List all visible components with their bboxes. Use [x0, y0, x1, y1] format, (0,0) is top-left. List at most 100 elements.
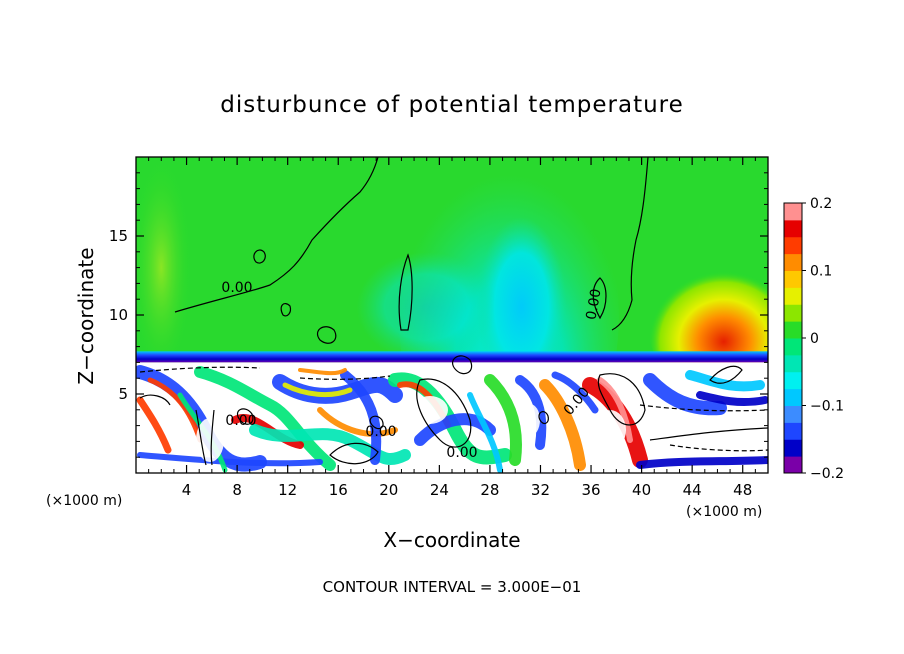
contour-line	[236, 408, 254, 425]
turbulent-streak	[388, 372, 512, 465]
x-tick-label: 12	[278, 481, 297, 499]
white-core	[520, 404, 540, 436]
colorbar: 0.2 0.1 0 −0.1 −0.2	[783, 196, 844, 482]
x-tick-label: 4	[182, 481, 192, 499]
contour-line	[316, 326, 337, 344]
white-core	[594, 410, 626, 450]
turbulent-streak	[636, 456, 768, 469]
turbulent-streak	[467, 392, 503, 473]
heatmap-field: 0.00 0.000.000.000.000.00	[136, 157, 768, 473]
turbulent-streak	[282, 382, 353, 397]
contour-line	[174, 157, 379, 313]
contour-line	[416, 378, 472, 448]
contour-lines: 0.00 0.000.000.000.000.00	[139, 157, 768, 466]
turbulent-streak	[582, 377, 648, 468]
colorbar-swatch	[784, 253, 802, 271]
turbulent-streak	[147, 377, 203, 443]
contour-line	[611, 299, 633, 331]
contour-line	[139, 394, 171, 406]
contour-line	[398, 253, 413, 331]
contour-line	[649, 427, 768, 441]
colorbar-tick-label: −0.2	[810, 466, 844, 482]
turbulent-streak	[597, 377, 633, 443]
contour-line	[597, 373, 646, 426]
turbulent-streak	[484, 374, 522, 466]
x-unit-left: (×1000 m)	[46, 493, 122, 509]
colorbar-swatch	[784, 287, 802, 305]
colorbar-tick-label: −0.1	[810, 399, 844, 415]
colorbar-tick-label: 0	[810, 331, 819, 347]
colorbar-tick-label: 0.1	[810, 264, 832, 280]
turbulent-streak	[643, 373, 727, 416]
colorbar-swatch	[784, 219, 802, 238]
contour-line	[195, 409, 215, 466]
x-tick-label: 28	[480, 481, 499, 499]
contour-line	[709, 365, 743, 384]
colorbar-swatch	[784, 270, 802, 288]
colorbar-swatch	[784, 422, 802, 440]
y-axis-label: Z−coordinate	[74, 247, 98, 384]
colorbar-swatch	[784, 456, 802, 474]
colorbar-swatch	[784, 371, 802, 390]
colorbar-swatch	[784, 236, 802, 255]
x-tick-label: 48	[733, 481, 752, 499]
turbulent-streak	[137, 452, 323, 467]
contour-line	[280, 303, 292, 317]
inversion-band	[136, 351, 768, 363]
chart-title: disturbunce of potential temperature	[220, 92, 684, 118]
turbulent-streak	[231, 414, 304, 449]
x-tick-label: 32	[531, 481, 550, 499]
turbulent-streak	[317, 407, 398, 437]
x-tick-label: 20	[379, 481, 398, 499]
contour-line	[369, 415, 384, 430]
contour-label: 0.00	[446, 445, 477, 461]
turbulent-streak	[249, 424, 411, 465]
contour-line-negative	[139, 366, 261, 373]
contour-line-negative	[639, 404, 768, 412]
colorbar-swatch	[784, 338, 802, 356]
y-tick-label: 15	[109, 227, 128, 245]
y-tick-label: 5	[118, 385, 128, 403]
x-tick-label: 40	[632, 481, 651, 499]
x-tick-label: 36	[581, 481, 600, 499]
y-tick-label: 10	[109, 306, 128, 324]
colorbar-swatch	[784, 388, 802, 406]
colorbar-swatch	[784, 439, 802, 457]
contour-line-negative	[669, 444, 768, 452]
contour-interval-footer: CONTOUR INTERVAL = 3.000E−01	[323, 578, 582, 596]
x-tick-label: 44	[683, 481, 702, 499]
contour-label: 0.00	[583, 288, 604, 321]
cold-left	[356, 252, 497, 363]
colorbar-swatch	[784, 321, 802, 339]
x-tick-label: 8	[232, 481, 242, 499]
turbulent-streak	[340, 370, 382, 465]
turbulent-streak	[515, 375, 547, 450]
contour-line	[253, 249, 266, 264]
contour-line	[538, 411, 549, 425]
contour-line	[592, 277, 607, 320]
contour-line	[630, 157, 649, 301]
x-tick-label: 16	[329, 481, 348, 499]
x-unit-right: (×1000 m)	[686, 504, 762, 520]
turbulent-streak	[539, 379, 586, 471]
contour-label: 0.00	[365, 424, 396, 440]
contour-line	[451, 355, 473, 375]
turbulent-streak	[696, 391, 768, 407]
turbulent-streak	[298, 368, 347, 376]
x-tick-label: 24	[430, 481, 449, 499]
turbulent-streak	[194, 366, 336, 471]
left-warm-strip	[136, 157, 192, 378]
colorbar-swatch	[784, 354, 802, 373]
colorbar-swatch	[784, 203, 802, 221]
colorbar-swatch	[784, 405, 802, 423]
contour-line-negative	[299, 375, 391, 380]
colorbar-tick-label: 0.2	[810, 196, 832, 212]
contour-line	[329, 442, 379, 465]
plot-area: 0.00 0.000.000.000.000.00	[136, 157, 768, 473]
white-core	[412, 396, 448, 424]
x-axis-label: X−coordinate	[383, 528, 520, 552]
colorbar-swatch	[784, 304, 802, 322]
contour-label: 0.00	[221, 280, 252, 296]
